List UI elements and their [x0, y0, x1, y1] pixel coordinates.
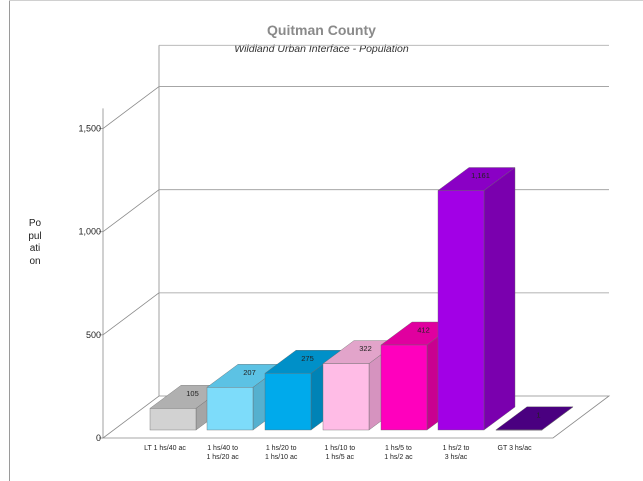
- left-wall-gridline: [102, 189, 160, 233]
- chart-walls: [99, 44, 611, 439]
- data-label: 1,161: [471, 171, 490, 180]
- y-tick-label: 1,000: [78, 227, 101, 237]
- chart-subtitle: Wildland Urban Interface - Population: [234, 43, 409, 55]
- frame-left-border: [9, 0, 10, 481]
- bars: [149, 167, 574, 431]
- bar-front: [437, 190, 485, 431]
- x-tick-label: GT 3 hs/ac: [498, 445, 533, 452]
- data-label: 275: [301, 354, 314, 363]
- x-tick-label: 1 hs/10 to: [324, 445, 355, 452]
- data-label: 1: [536, 410, 540, 419]
- y-axis-ticks: 0 500 1,000 1,500: [78, 124, 101, 443]
- y-tick-label: 500: [86, 330, 101, 340]
- bar: [437, 167, 516, 431]
- chart-floor: [101, 395, 611, 439]
- x-tick-label: 1 hs/10 ac: [265, 454, 298, 461]
- x-tick-label: 1 hs/40 to: [207, 445, 238, 452]
- x-tick-label: 1 hs/5 ac: [326, 454, 355, 461]
- x-tick-label: 1 hs/20 to: [266, 445, 297, 452]
- left-wall-gridline: [102, 292, 160, 336]
- x-tick-label: LT 1 hs/40 ac: [144, 445, 186, 452]
- category-labels: LT 1 hs/40 ac 1 hs/40 to 1 hs/20 ac 1 hs/20…: [144, 445, 532, 461]
- bar-front: [264, 373, 312, 431]
- y-tick-label: 0: [96, 433, 101, 443]
- data-label: 207: [243, 368, 256, 377]
- bar-front: [322, 363, 370, 431]
- bar-front: [380, 344, 428, 431]
- x-tick-label: 1 hs/2 ac: [384, 454, 413, 461]
- data-label: 412: [417, 326, 430, 335]
- x-tick-label: 3 hs/ac: [445, 454, 468, 461]
- x-tick-label: 1 hs/20 ac: [206, 454, 239, 461]
- bar-side: [483, 167, 516, 431]
- data-label: 105: [186, 389, 199, 398]
- y-tick-label: 1,500: [78, 124, 101, 134]
- bar-front: [495, 429, 543, 431]
- frame-top-border: [9, 0, 643, 1]
- bar: [495, 406, 574, 431]
- bar-front: [149, 408, 197, 431]
- data-labels: 105 207 275 322 412 1,161 1: [186, 171, 540, 419]
- y-axis-label: Population: [28, 218, 42, 267]
- x-tick-label: 1 hs/2 to: [443, 445, 470, 452]
- left-wall-gridline: [102, 86, 160, 129]
- x-tick-label: 1 hs/5 to: [385, 445, 412, 452]
- bar-front: [206, 387, 254, 431]
- data-label: 322: [359, 344, 372, 353]
- chart-title: Quitman County: [267, 22, 376, 38]
